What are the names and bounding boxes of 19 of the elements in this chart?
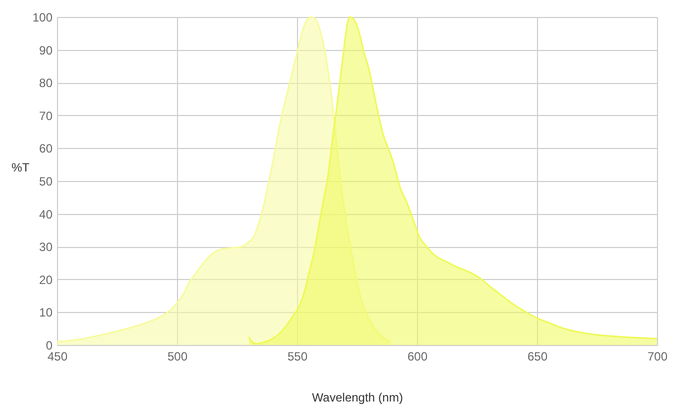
x-tick-label: 700 bbox=[647, 350, 668, 364]
x-tick-label: 550 bbox=[287, 350, 308, 364]
y-tick-label: 70 bbox=[39, 108, 53, 123]
y-tick-label: 20 bbox=[39, 272, 53, 287]
y-tick-label: 80 bbox=[39, 76, 53, 90]
x-tick-label: 600 bbox=[407, 350, 428, 364]
y-tick-label: 60 bbox=[39, 142, 53, 156]
y-tick-label: 50 bbox=[39, 174, 53, 188]
y-tick-label: 90 bbox=[39, 43, 53, 58]
y-tick-label: 40 bbox=[39, 207, 53, 222]
y-tick-label: 0 bbox=[46, 338, 53, 352]
y-axis-title: %T bbox=[12, 160, 30, 174]
x-tick-label: 450 bbox=[47, 350, 68, 364]
x-axis-title: Wavelength (nm) bbox=[312, 390, 403, 404]
y-tick-label: 10 bbox=[39, 306, 53, 320]
x-tick-label: 500 bbox=[167, 350, 188, 364]
x-tick-label: 650 bbox=[527, 350, 548, 364]
y-tick-label: 100 bbox=[32, 10, 53, 24]
y-tick-label: 30 bbox=[39, 240, 53, 254]
